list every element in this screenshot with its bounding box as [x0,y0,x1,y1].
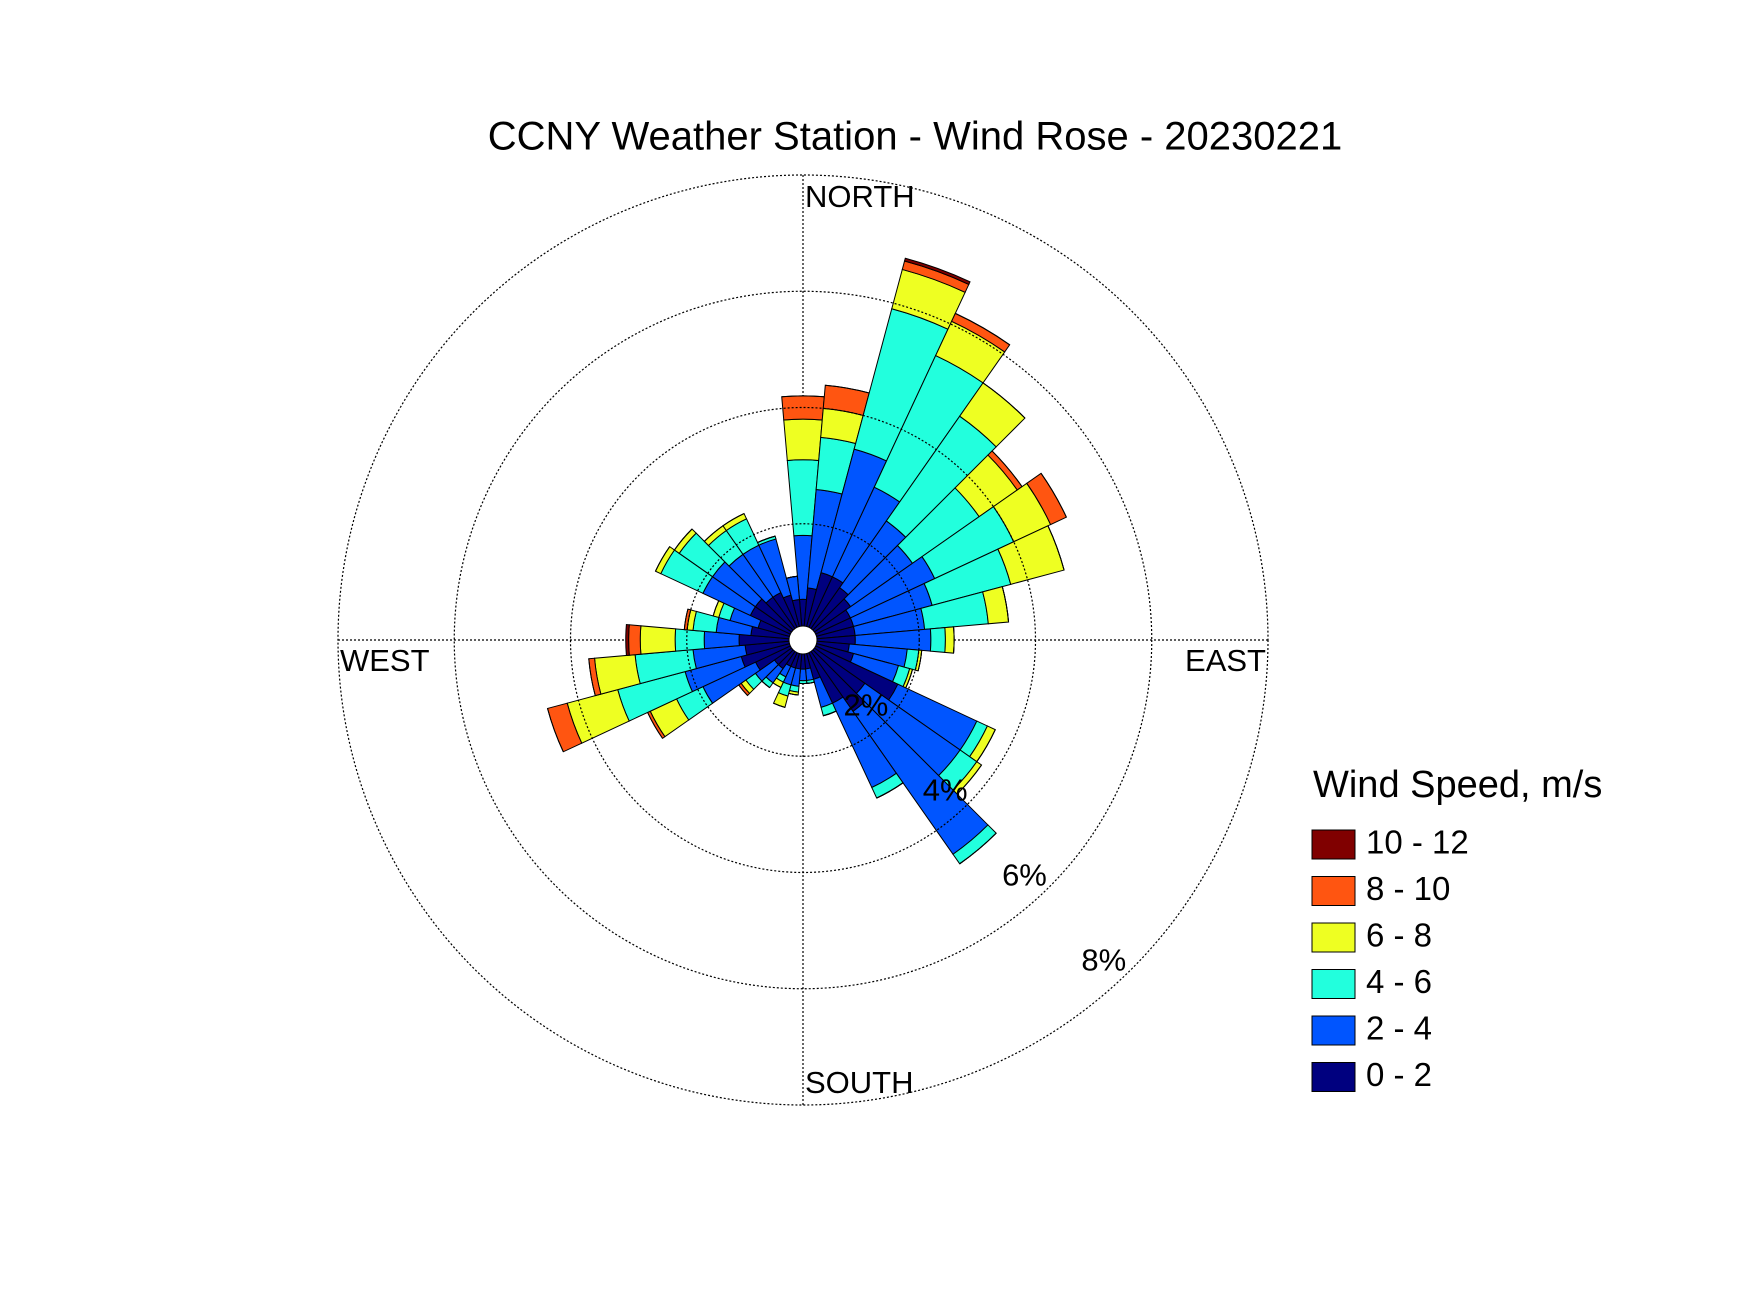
legend-label: 4 - 6 [1366,963,1432,1000]
direction-label: SOUTH [805,1065,914,1100]
wind-segment [982,382,1026,419]
grid-ring [569,406,1037,874]
direction-label: NORTH [805,179,915,214]
legend-label: 0 - 2 [1366,1056,1432,1093]
wind-segment [959,832,997,865]
direction-label: EAST [1185,643,1266,678]
wind-segment [547,708,564,752]
wind-segment [903,257,971,286]
chart-title: CCNY Weather Station - Wind Rose - 20230… [488,115,1343,159]
wind-segment [783,418,823,462]
r-tick-label: 4% [923,773,968,808]
wind-segment [639,625,677,655]
r-tick-label: 2% [844,688,889,723]
wind-segment [786,575,798,579]
center-hole [788,625,818,655]
legend-swatch [1311,829,1356,860]
wind-segment [674,628,706,652]
legend-label: 2 - 4 [1366,1010,1432,1047]
grid-ring [337,174,1269,1106]
legend-swatch [1311,876,1356,906]
r-tick-label: 8% [1081,943,1126,978]
grid-ring [686,523,920,757]
wind-segment [955,312,1010,346]
grid-ring [453,290,1153,990]
legend-label: 6 - 8 [1366,917,1432,954]
legend-label: 8 - 10 [1366,870,1450,907]
legend-swatch [1311,1015,1356,1046]
r-tick-label: 6% [1002,858,1047,893]
wind-segment [1047,525,1065,571]
wind-segment [929,627,946,653]
legend-swatch [1311,1062,1356,1092]
wind-segment [588,658,596,696]
legend-swatch [1311,969,1356,999]
wind-segment [628,624,642,656]
wind-segment [674,528,693,551]
wind-segment [953,626,955,654]
wind-segment [876,782,904,799]
legend-title: Wind Speed, m/s [1313,764,1602,806]
legend-label: 10 - 12 [1366,824,1469,861]
direction-label: WEST [340,643,430,678]
wind-segment [944,626,955,654]
legend-swatch [1311,922,1356,953]
wind-segment [625,624,630,656]
